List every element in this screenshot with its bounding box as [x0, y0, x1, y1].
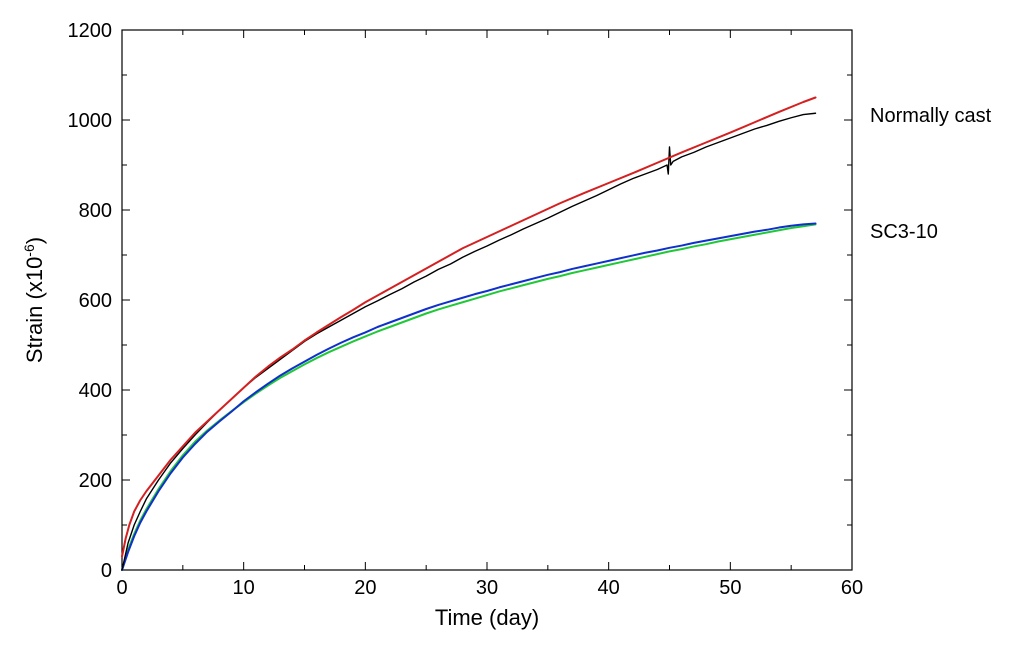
- x-tick-label: 20: [354, 577, 376, 599]
- series-annotation: Normally cast: [870, 105, 992, 127]
- y-tick-label: 1000: [68, 110, 113, 132]
- y-tick-label: 800: [79, 200, 112, 222]
- x-tick-label: 50: [719, 577, 741, 599]
- series-annotation: SC3-10: [870, 221, 938, 243]
- x-axis-label: Time (day): [435, 605, 539, 630]
- y-tick-label: 1200: [68, 20, 113, 42]
- x-tick-label: 10: [233, 577, 255, 599]
- x-tick-label: 40: [598, 577, 620, 599]
- x-tick-label: 60: [841, 577, 863, 599]
- y-tick-label: 200: [79, 470, 112, 492]
- y-tick-label: 400: [79, 380, 112, 402]
- y-tick-label: 600: [79, 290, 112, 312]
- x-tick-label: 30: [476, 577, 498, 599]
- x-tick-label: 0: [116, 577, 127, 599]
- y-tick-label: 0: [101, 560, 112, 582]
- line-chart: 0102030405060020040060080010001200Time (…: [0, 0, 1014, 657]
